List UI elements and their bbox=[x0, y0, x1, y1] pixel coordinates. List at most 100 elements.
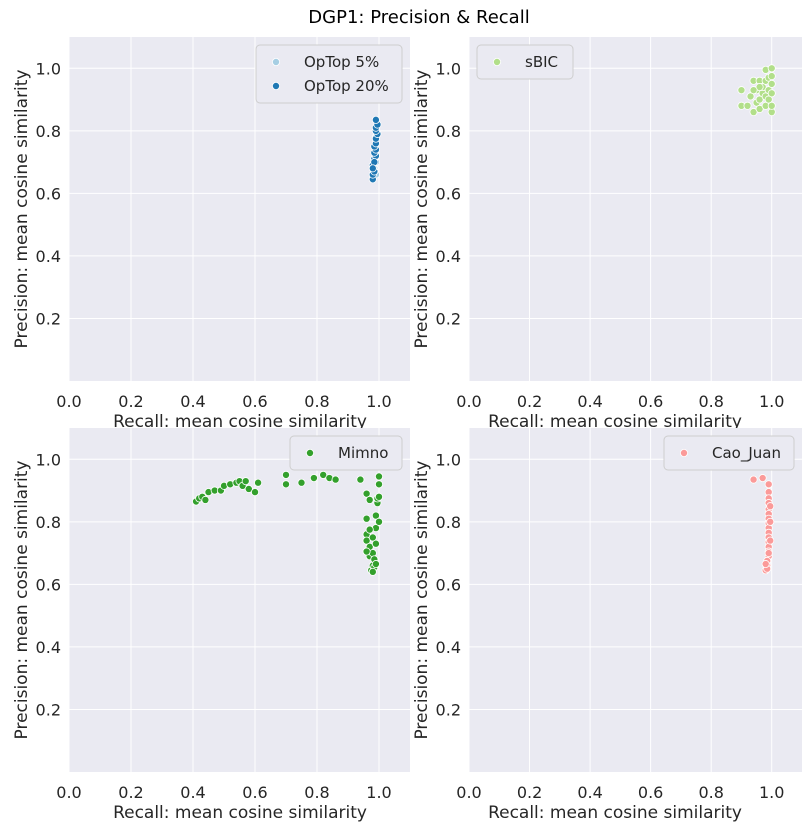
y-tick-label: 0.8 bbox=[36, 513, 61, 532]
scatter-point bbox=[362, 536, 371, 545]
legend-marker bbox=[492, 58, 501, 67]
legend-entry: OpTop 5% bbox=[304, 53, 379, 71]
x-tick-label: 1.0 bbox=[759, 783, 784, 802]
scatter-point bbox=[362, 547, 371, 556]
scatter-point bbox=[764, 549, 773, 558]
scatter-point bbox=[297, 478, 306, 487]
scatter-points bbox=[749, 474, 775, 575]
x-axis-label: Recall: mean cosine similarity bbox=[113, 412, 367, 432]
legend-marker bbox=[271, 58, 280, 67]
x-tick-label: 0.6 bbox=[242, 392, 267, 411]
legend-marker bbox=[271, 82, 280, 91]
x-axis-label: Recall: mean cosine similarity bbox=[113, 803, 367, 823]
subplot-4: 0.0 0.2 0.4 0.6 0.8 1.0 0.2 0.4 0.6 0.8 1.0 Recall:… bbox=[412, 428, 802, 823]
x-tick-label: 0.8 bbox=[698, 783, 723, 802]
legend-entry: Cao_Juan bbox=[712, 444, 781, 463]
y-tick-label: 0.2 bbox=[36, 700, 61, 719]
scatter-point bbox=[365, 495, 374, 504]
figure-title: DGP1: Precision & Recall bbox=[308, 7, 529, 28]
y-tick-label: 0.6 bbox=[436, 575, 461, 594]
x-tick-label: 0.0 bbox=[456, 783, 481, 802]
legend: OpTop 5% OpTop 20% bbox=[255, 44, 403, 104]
scatter-point bbox=[764, 95, 773, 104]
y-tick-label: 0.4 bbox=[36, 638, 61, 657]
x-tick-label: 0.2 bbox=[517, 783, 542, 802]
scatter-points bbox=[192, 470, 383, 576]
subplot-1: 0.0 0.2 0.4 0.6 0.8 1.00.20.40.60.81.0Recall:… bbox=[12, 37, 410, 432]
x-tick-label: 0.2 bbox=[118, 783, 143, 802]
y-tick-label: 0.8 bbox=[436, 513, 461, 532]
x-tick-label: 0.2 bbox=[118, 392, 143, 411]
scatter-point bbox=[767, 89, 776, 98]
scatter-point bbox=[766, 502, 775, 511]
scatter-point bbox=[758, 474, 767, 483]
y-tick-label: 0.2 bbox=[36, 309, 61, 328]
scatter-point bbox=[250, 488, 259, 497]
y-tick-label: 1.0 bbox=[436, 450, 461, 469]
x-tick-label: 0.6 bbox=[242, 783, 267, 802]
x-tick-label: 0.0 bbox=[456, 392, 481, 411]
legend-frame bbox=[476, 44, 574, 80]
scatter-point bbox=[743, 101, 752, 110]
scatter-point bbox=[737, 86, 746, 95]
scatter-point bbox=[767, 101, 776, 110]
scatter-point bbox=[761, 560, 770, 569]
scatter-points bbox=[368, 115, 382, 184]
x-tick-label: 0.2 bbox=[517, 392, 542, 411]
scatter-point bbox=[371, 115, 380, 124]
y-axis-label: Precision: mean cosine similarity bbox=[412, 69, 432, 348]
scatter-point bbox=[767, 79, 776, 88]
scatter-point bbox=[767, 64, 776, 73]
scatter-point bbox=[374, 472, 383, 481]
scatter-point bbox=[374, 492, 383, 501]
scatter-point bbox=[319, 470, 328, 479]
scatter-point bbox=[368, 567, 377, 576]
scatter-point bbox=[371, 539, 380, 548]
scatter-point bbox=[241, 477, 250, 486]
scatter-point bbox=[201, 495, 210, 504]
scatter-point bbox=[766, 536, 775, 545]
x-tick-label: 0.0 bbox=[56, 392, 81, 411]
scatter-point bbox=[365, 525, 374, 534]
x-tick-label: 0.8 bbox=[304, 783, 329, 802]
x-tick-label: 1.0 bbox=[366, 392, 391, 411]
plot-area bbox=[469, 428, 802, 772]
x-axis-label: Recall: mean cosine similarity bbox=[488, 412, 742, 432]
plot-area bbox=[469, 37, 802, 381]
scatter-points bbox=[737, 64, 776, 117]
subplots-container: 0.0 0.2 0.4 0.6 0.8 1.00.20.40.60.81.0Recall:… bbox=[12, 37, 802, 823]
legend-entry: Mimno bbox=[338, 444, 388, 462]
y-axis-label: Precision: mean cosine similarity bbox=[12, 69, 32, 348]
x-tick-label: 0.6 bbox=[638, 783, 663, 802]
y-tick-label: 0.6 bbox=[36, 184, 61, 203]
y-tick-label: 0.4 bbox=[36, 247, 61, 266]
legend: Mimno bbox=[289, 435, 403, 471]
scatter-point bbox=[374, 517, 383, 526]
legend-marker bbox=[680, 448, 689, 457]
scatter-point bbox=[368, 164, 377, 173]
legend-frame bbox=[663, 435, 795, 471]
x-tick-label: 0.4 bbox=[577, 783, 602, 802]
y-tick-label: 0.8 bbox=[436, 122, 461, 141]
legend-frame bbox=[255, 44, 403, 104]
y-axis-label: Precision: mean cosine similarity bbox=[412, 460, 432, 739]
scatter-point bbox=[746, 92, 755, 101]
y-tick-label: 1.0 bbox=[36, 450, 61, 469]
scatter-point bbox=[767, 72, 776, 81]
legend: Cao_Juan bbox=[663, 435, 795, 471]
scatter-point bbox=[371, 511, 380, 520]
x-axis-label: Recall: mean cosine similarity bbox=[488, 803, 742, 823]
x-tick-label: 0.8 bbox=[698, 392, 723, 411]
y-tick-label: 1.0 bbox=[436, 59, 461, 78]
x-tick-label: 1.0 bbox=[366, 783, 391, 802]
legend-entry: sBIC bbox=[525, 53, 558, 71]
legend-frame bbox=[289, 435, 403, 471]
scatter-point bbox=[766, 517, 775, 526]
y-tick-label: 0.6 bbox=[36, 575, 61, 594]
scatter-point bbox=[281, 470, 290, 479]
scatter-point bbox=[749, 86, 758, 95]
y-tick-label: 0.2 bbox=[436, 309, 461, 328]
x-tick-label: 0.0 bbox=[56, 783, 81, 802]
subplot-2: 0.0 0.2 0.4 0.6 0.8 1.0 0.2 0.4 0.6 0.8 1.0 Recall:… bbox=[412, 37, 802, 432]
